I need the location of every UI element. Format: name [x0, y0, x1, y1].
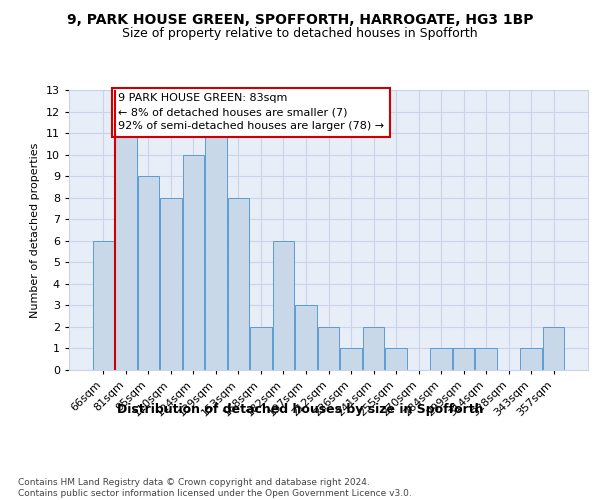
Bar [137, 176, 159, 370]
Bar [385, 348, 407, 370]
Bar [182, 154, 204, 370]
Bar [340, 348, 362, 370]
Text: Contains HM Land Registry data © Crown copyright and database right 2024.
Contai: Contains HM Land Registry data © Crown c… [18, 478, 412, 498]
Bar [92, 241, 114, 370]
Bar [520, 348, 542, 370]
Bar [543, 327, 565, 370]
Bar [115, 133, 137, 370]
Bar [318, 327, 339, 370]
Bar [363, 327, 384, 370]
Text: Distribution of detached houses by size in Spofforth: Distribution of detached houses by size … [117, 402, 483, 415]
Bar [453, 348, 475, 370]
Bar [430, 348, 452, 370]
Text: Size of property relative to detached houses in Spofforth: Size of property relative to detached ho… [122, 28, 478, 40]
Bar [475, 348, 497, 370]
Bar [273, 241, 294, 370]
Bar [228, 198, 249, 370]
Bar [205, 133, 227, 370]
Text: 9 PARK HOUSE GREEN: 83sqm
← 8% of detached houses are smaller (7)
92% of semi-de: 9 PARK HOUSE GREEN: 83sqm ← 8% of detach… [118, 93, 384, 131]
Bar [250, 327, 272, 370]
Bar [160, 198, 182, 370]
Text: 9, PARK HOUSE GREEN, SPOFFORTH, HARROGATE, HG3 1BP: 9, PARK HOUSE GREEN, SPOFFORTH, HARROGAT… [67, 12, 533, 26]
Y-axis label: Number of detached properties: Number of detached properties [30, 142, 40, 318]
Bar [295, 306, 317, 370]
